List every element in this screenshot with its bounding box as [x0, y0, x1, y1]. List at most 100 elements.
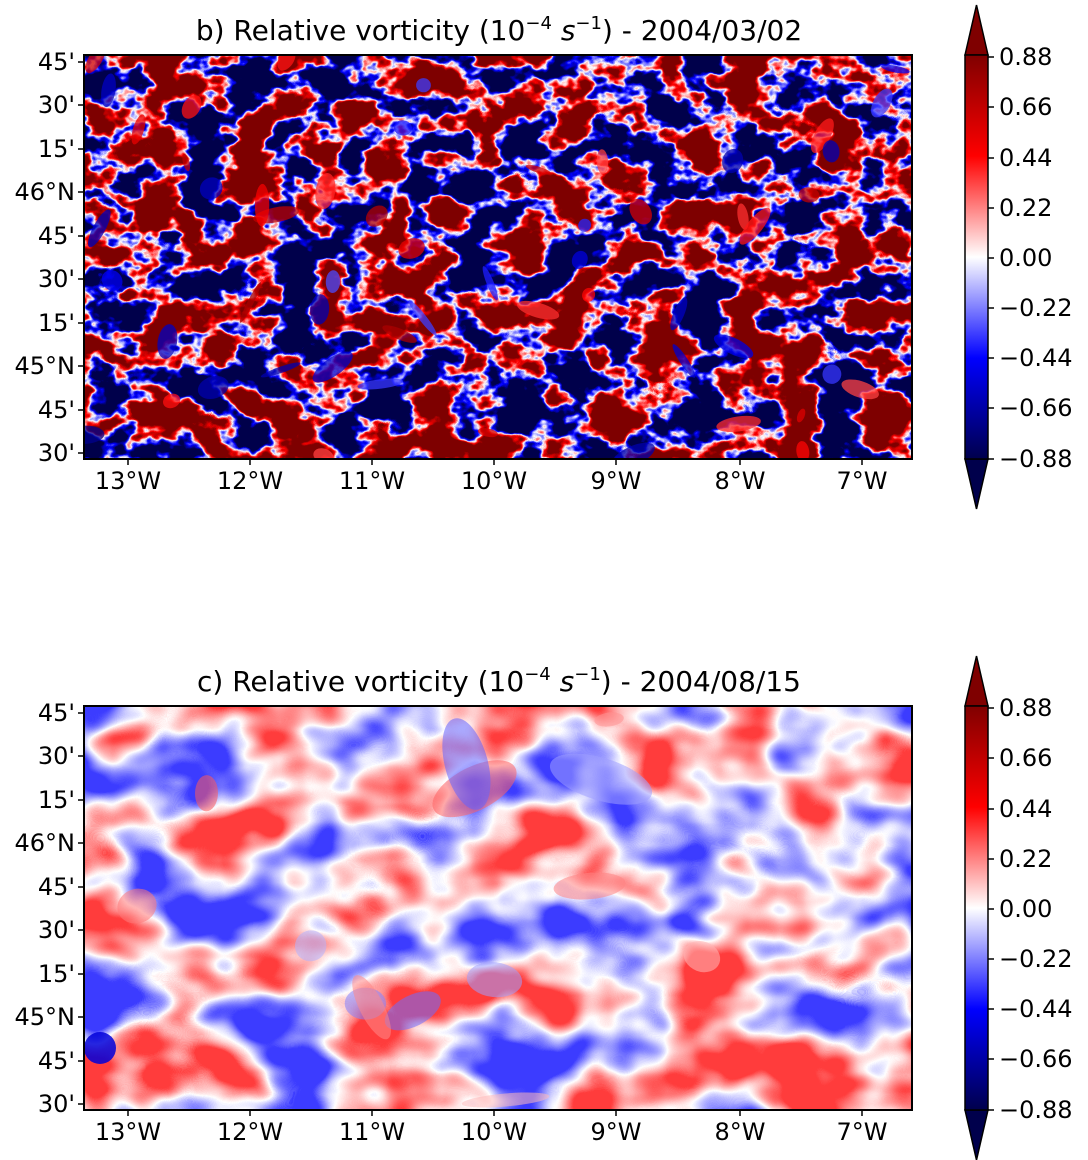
chart-panel-c: c) Relative vorticity (10−4 s−1) - 2004/…	[15, 655, 1073, 1160]
vorticity-eddy	[810, 118, 834, 154]
colorbar-extend-min	[964, 1109, 989, 1160]
colorbar-tick-label: 0.44	[999, 795, 1052, 823]
x-tick-label: 13°W	[95, 467, 161, 495]
vorticity-eddy	[466, 962, 523, 998]
y-tick-label: 45'	[38, 873, 75, 901]
vorticity-eddy	[416, 78, 431, 93]
y-tick-label: 46°N	[15, 829, 76, 857]
colorbar-tick-label: −0.66	[999, 1045, 1073, 1073]
vorticity-eddy	[672, 344, 696, 378]
vorticity-eddy	[798, 187, 820, 203]
vorticity-eddy	[461, 1092, 550, 1108]
vorticity-eddy	[393, 120, 412, 136]
vorticity-eddy	[841, 379, 879, 400]
vorticity-eddy	[294, 930, 327, 962]
colorbar-tick-label: −0.88	[999, 445, 1073, 473]
y-tick-label: 15'	[38, 309, 75, 337]
vorticity-eddy	[670, 297, 688, 331]
vorticity-eddy	[477, 428, 498, 438]
vorticity-eddy	[596, 149, 609, 174]
vorticity-eddy	[239, 282, 262, 323]
x-tick-label: 12°W	[217, 467, 283, 495]
vorticity-eddy	[181, 95, 202, 119]
x-axis: 13°W 12°W 11°W 10°W 9°W 8°W 7°W	[95, 459, 888, 495]
colorbar-tick-label: −0.88	[999, 1096, 1073, 1124]
vorticity-field	[84, 55, 912, 459]
vorticity-eddy	[739, 207, 771, 245]
colorbar-tick-label: 0.44	[999, 144, 1052, 172]
plot-frame	[83, 54, 913, 460]
vorticity-eddy	[84, 1032, 116, 1064]
colorbar-tick-label: 0.88	[999, 694, 1052, 722]
vorticity-eddy	[571, 250, 588, 269]
colorbar-tick-label: −0.22	[999, 945, 1073, 973]
vorticity-eddy	[796, 408, 806, 423]
title-exponent: −1	[574, 664, 601, 685]
vorticity-field	[84, 706, 912, 1110]
vorticity-eddy	[442, 718, 491, 810]
vorticity-eddy	[131, 114, 146, 145]
vorticity-eddy	[197, 375, 229, 400]
colorbar-body	[964, 54, 989, 460]
colorbar-body	[964, 705, 989, 1111]
y-tick-label: 30'	[38, 91, 75, 119]
vorticity-eddy	[260, 362, 301, 378]
vorticity-eddy	[101, 270, 123, 291]
vorticity-eddy	[163, 393, 181, 409]
y-tick-label: 46°N	[15, 178, 76, 206]
title-exponent: −4	[524, 664, 551, 685]
vorticity-eddy	[313, 448, 334, 459]
x-tick-label: 7°W	[837, 1118, 888, 1146]
vorticity-eddy	[525, 164, 552, 175]
colorbar-extend-min	[964, 458, 989, 510]
colorbar: 0.88 0.66 0.44 0.22 0.00 −0.22 −0.44 −0.66 −0.88	[964, 4, 1073, 510]
vorticity-eddy	[716, 415, 761, 432]
vorticity-eddy	[157, 324, 178, 359]
y-tick-label: 30'	[38, 742, 75, 770]
chart-title: c) Relative vorticity (10−4 s−1) - 2004/…	[197, 664, 801, 698]
vorticity-eddy	[713, 334, 754, 359]
colorbar: 0.88 0.66 0.44 0.22 0.00 −0.22 −0.44 −0.66 −0.88	[964, 655, 1073, 1160]
vorticity-eddy	[881, 64, 910, 74]
vorticity-eddy	[254, 183, 270, 227]
colorbar-tick-label: −0.44	[999, 995, 1073, 1023]
y-tick-label: 30'	[38, 265, 75, 293]
vorticity-eddy	[199, 177, 223, 200]
vorticity-eddy	[482, 266, 498, 301]
vorticity-eddy	[101, 73, 116, 108]
vorticity-eddy	[582, 287, 596, 302]
vorticity-eddy	[516, 300, 560, 320]
vorticity-eddy	[352, 975, 391, 1040]
vorticity-eddy	[683, 940, 721, 973]
vorticity-eddy	[594, 712, 624, 727]
y-tick-label: 30'	[38, 439, 75, 467]
y-tick-label: 45'	[38, 396, 75, 424]
x-tick-label: 12°W	[217, 1118, 283, 1146]
vorticity-eddy	[310, 294, 330, 325]
y-tick-label: 30'	[38, 916, 75, 944]
y-tick-label: 15'	[38, 135, 75, 163]
x-tick-label: 7°W	[837, 467, 888, 495]
x-tick-label: 13°W	[95, 1118, 161, 1146]
colorbar-tick-label: 0.00	[999, 895, 1052, 923]
vorticity-eddy	[194, 775, 219, 812]
colorbar-tick-label: 0.66	[999, 93, 1052, 121]
title-exponent: −4	[525, 13, 552, 34]
x-tick-label: 10°W	[461, 467, 527, 495]
x-tick-label: 11°W	[339, 1118, 405, 1146]
vorticity-eddy	[357, 378, 404, 390]
vorticity-eddy	[382, 325, 417, 343]
colorbar-tick-label: 0.22	[999, 845, 1052, 873]
y-axis: 45' 30' 15' 46°N 45' 30' 15' 45°N 45' 30'	[15, 699, 84, 1118]
y-tick-label: 45'	[38, 1047, 75, 1075]
vorticity-eddy	[325, 270, 341, 293]
vorticity-eddy	[549, 753, 653, 805]
y-tick-label: 45°N	[15, 1003, 76, 1031]
vorticity-eddy	[722, 148, 744, 174]
y-tick-label: 15'	[38, 786, 75, 814]
vorticity-eddy	[796, 441, 810, 459]
vorticity-eddy	[611, 442, 655, 459]
colorbar-extend-max	[964, 4, 989, 56]
y-tick-label: 45'	[38, 222, 75, 250]
colorbar-tick-label: −0.44	[999, 344, 1073, 372]
